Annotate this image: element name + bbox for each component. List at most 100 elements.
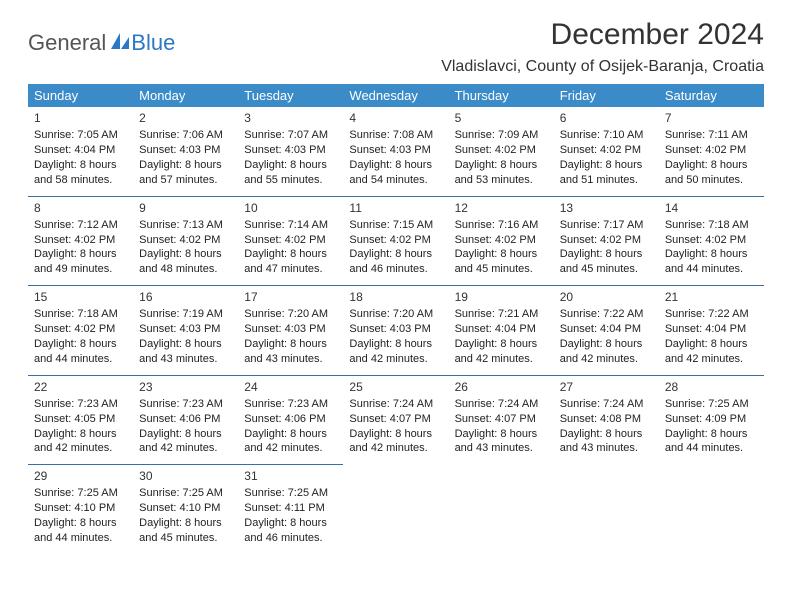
title-block: December 2024 Vladislavci, County of Osi… [441, 18, 764, 76]
daylight-line: Daylight: 8 hours [665, 427, 758, 442]
sunrise-line: Sunrise: 7:23 AM [244, 397, 337, 412]
day-number: 26 [455, 379, 548, 395]
day-number: 2 [139, 110, 232, 126]
sunset-line: Sunset: 4:02 PM [665, 233, 758, 248]
calendar-day-cell: 7Sunrise: 7:11 AMSunset: 4:02 PMDaylight… [659, 107, 764, 196]
daylight-line: Daylight: 8 hours [139, 337, 232, 352]
daylight-line: Daylight: 8 hours [34, 427, 127, 442]
daylight-line: and 45 minutes. [139, 531, 232, 546]
daylight-line: and 42 minutes. [34, 441, 127, 456]
calendar-day-cell: 25Sunrise: 7:24 AMSunset: 4:07 PMDayligh… [343, 375, 448, 465]
calendar-week-row: 8Sunrise: 7:12 AMSunset: 4:02 PMDaylight… [28, 196, 764, 286]
daylight-line: Daylight: 8 hours [349, 337, 442, 352]
daylight-line: and 42 minutes. [139, 441, 232, 456]
sunrise-line: Sunrise: 7:25 AM [139, 486, 232, 501]
sunset-line: Sunset: 4:04 PM [560, 322, 653, 337]
calendar-day-cell: 8Sunrise: 7:12 AMSunset: 4:02 PMDaylight… [28, 196, 133, 286]
weekday-header: Wednesday [343, 84, 448, 107]
sunrise-line: Sunrise: 7:06 AM [139, 128, 232, 143]
calendar-day-cell: 2Sunrise: 7:06 AMSunset: 4:03 PMDaylight… [133, 107, 238, 196]
daylight-line: and 42 minutes. [455, 352, 548, 367]
daylight-line: and 42 minutes. [244, 441, 337, 456]
daylight-line: and 43 minutes. [455, 441, 548, 456]
sunrise-line: Sunrise: 7:18 AM [665, 218, 758, 233]
day-number: 18 [349, 289, 442, 305]
sunset-line: Sunset: 4:08 PM [560, 412, 653, 427]
month-title: December 2024 [441, 18, 764, 52]
sunrise-line: Sunrise: 7:09 AM [455, 128, 548, 143]
weekday-header: Monday [133, 84, 238, 107]
daylight-line: and 58 minutes. [34, 173, 127, 188]
day-number: 7 [665, 110, 758, 126]
daylight-line: and 46 minutes. [349, 262, 442, 277]
location-line: Vladislavci, County of Osijek-Baranja, C… [441, 58, 764, 76]
sunset-line: Sunset: 4:02 PM [34, 233, 127, 248]
daylight-line: Daylight: 8 hours [244, 427, 337, 442]
daylight-line: and 48 minutes. [139, 262, 232, 277]
sunrise-line: Sunrise: 7:11 AM [665, 128, 758, 143]
day-number: 22 [34, 379, 127, 395]
calendar-day-cell: 17Sunrise: 7:20 AMSunset: 4:03 PMDayligh… [238, 286, 343, 376]
daylight-line: and 49 minutes. [34, 262, 127, 277]
calendar-table: SundayMondayTuesdayWednesdayThursdayFrid… [28, 84, 764, 554]
sunrise-line: Sunrise: 7:22 AM [665, 307, 758, 322]
sunset-line: Sunset: 4:03 PM [244, 143, 337, 158]
calendar-day-cell: 28Sunrise: 7:25 AMSunset: 4:09 PMDayligh… [659, 375, 764, 465]
sunrise-line: Sunrise: 7:24 AM [349, 397, 442, 412]
daylight-line: Daylight: 8 hours [244, 337, 337, 352]
sunset-line: Sunset: 4:02 PM [455, 143, 548, 158]
day-number: 19 [455, 289, 548, 305]
day-number: 23 [139, 379, 232, 395]
weekday-row: SundayMondayTuesdayWednesdayThursdayFrid… [28, 84, 764, 107]
sunrise-line: Sunrise: 7:20 AM [349, 307, 442, 322]
daylight-line: and 46 minutes. [244, 531, 337, 546]
daylight-line: and 44 minutes. [34, 352, 127, 367]
calendar-day-cell: 30 Sunrise: 7:25 AMSunset: 4:10 PMDayligh… [133, 465, 238, 554]
daylight-line: and 50 minutes. [665, 173, 758, 188]
daylight-line: Daylight: 8 hours [34, 337, 127, 352]
sunset-line: Sunset: 4:10 PM [139, 501, 232, 516]
daylight-line: and 42 minutes. [349, 352, 442, 367]
calendar-day-cell: 18Sunrise: 7:20 AMSunset: 4:03 PMDayligh… [343, 286, 448, 376]
daylight-line: and 55 minutes. [244, 173, 337, 188]
calendar-day-cell: 13Sunrise: 7:17 AMSunset: 4:02 PMDayligh… [554, 196, 659, 286]
daylight-line: Daylight: 8 hours [139, 427, 232, 442]
day-number: 30 [139, 468, 232, 484]
calendar-day-cell: 3Sunrise: 7:07 AMSunset: 4:03 PMDaylight… [238, 107, 343, 196]
daylight-line: Daylight: 8 hours [560, 337, 653, 352]
daylight-line: and 43 minutes. [244, 352, 337, 367]
sunrise-line: Sunrise: 7:17 AM [560, 218, 653, 233]
daylight-line: and 54 minutes. [349, 173, 442, 188]
sunset-line: Sunset: 4:03 PM [349, 143, 442, 158]
calendar-day-cell: 12Sunrise: 7:16 AMSunset: 4:02 PMDayligh… [449, 196, 554, 286]
sunrise-line: Sunrise: 7:22 AM [560, 307, 653, 322]
sunset-line: Sunset: 4:02 PM [349, 233, 442, 248]
sunrise-line: Sunrise: 7:07 AM [244, 128, 337, 143]
sunrise-line: Sunrise: 7:12 AM [34, 218, 127, 233]
sunset-line: Sunset: 4:11 PM [244, 501, 337, 516]
day-number: 24 [244, 379, 337, 395]
sunset-line: Sunset: 4:03 PM [139, 143, 232, 158]
day-number: 6 [560, 110, 653, 126]
daylight-line: Daylight: 8 hours [665, 337, 758, 352]
calendar-day-cell [449, 465, 554, 554]
daylight-line: Daylight: 8 hours [455, 247, 548, 262]
calendar-week-row: 29Sunrise: 7:25 AMSunset: 4:10 PMDayligh… [28, 465, 764, 554]
calendar-day-cell: 20Sunrise: 7:22 AMSunset: 4:04 PMDayligh… [554, 286, 659, 376]
weekday-header: Sunday [28, 84, 133, 107]
daylight-line: Daylight: 8 hours [139, 516, 232, 531]
sunrise-line: Sunrise: 7:15 AM [349, 218, 442, 233]
sunset-line: Sunset: 4:10 PM [34, 501, 127, 516]
sunset-line: Sunset: 4:05 PM [34, 412, 127, 427]
day-number: 14 [665, 200, 758, 216]
sunrise-line: Sunrise: 7:21 AM [455, 307, 548, 322]
sunset-line: Sunset: 4:06 PM [244, 412, 337, 427]
day-number: 11 [349, 200, 442, 216]
calendar-day-cell: 14Sunrise: 7:18 AMSunset: 4:02 PMDayligh… [659, 196, 764, 286]
daylight-line: Daylight: 8 hours [665, 158, 758, 173]
day-number: 13 [560, 200, 653, 216]
sunrise-line: Sunrise: 7:08 AM [349, 128, 442, 143]
calendar-day-cell: 16Sunrise: 7:19 AMSunset: 4:03 PMDayligh… [133, 286, 238, 376]
daylight-line: and 43 minutes. [560, 441, 653, 456]
daylight-line: and 44 minutes. [665, 262, 758, 277]
